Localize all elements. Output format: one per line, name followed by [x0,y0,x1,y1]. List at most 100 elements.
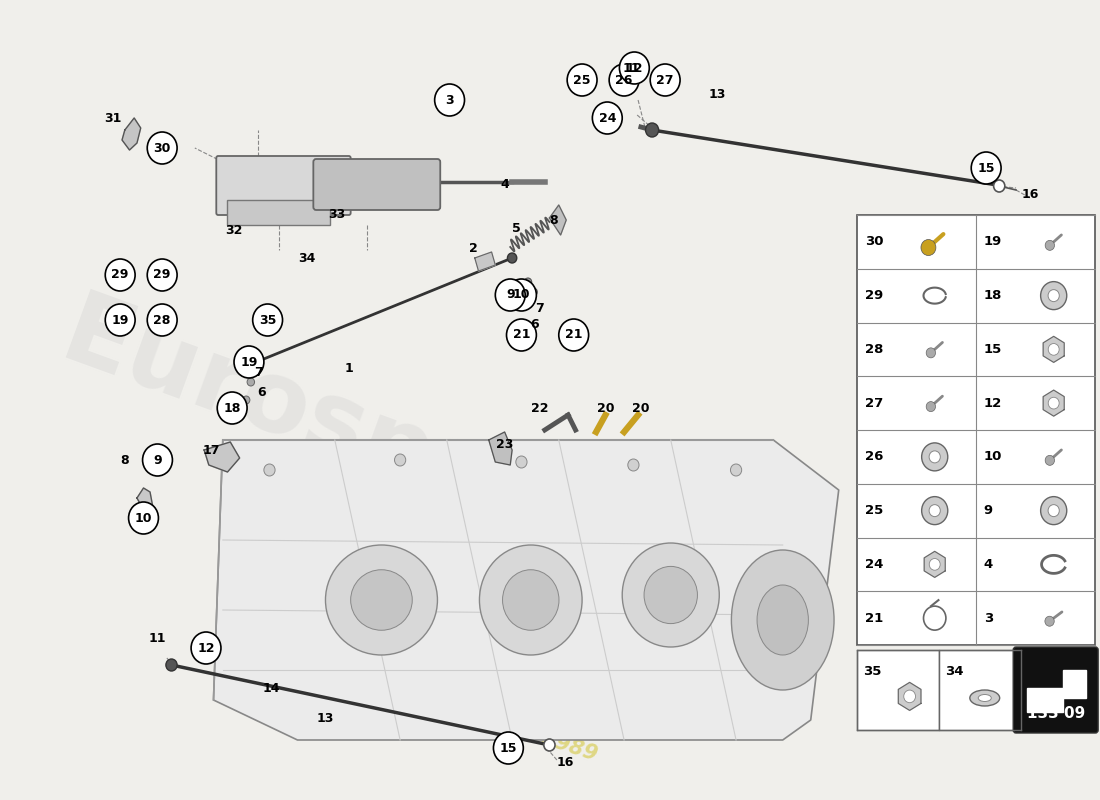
Text: 28: 28 [865,343,883,356]
Text: 26: 26 [615,74,632,86]
Text: 3: 3 [983,612,993,625]
Text: 11: 11 [623,62,640,74]
Text: 12: 12 [626,62,644,74]
Text: 26: 26 [865,450,883,463]
Text: 2: 2 [469,242,477,254]
Circle shape [904,690,915,702]
Text: 17: 17 [202,443,220,457]
Circle shape [106,259,135,291]
Polygon shape [213,440,838,740]
Text: 9: 9 [153,454,162,466]
Ellipse shape [326,545,438,655]
Circle shape [143,444,173,476]
Circle shape [646,123,659,137]
Text: 16: 16 [557,755,574,769]
Bar [857,215,1096,645]
Circle shape [993,180,1004,192]
Text: 133 09: 133 09 [1026,706,1085,722]
Ellipse shape [623,543,719,647]
Ellipse shape [480,545,582,655]
Text: 6: 6 [530,318,539,331]
Text: 14: 14 [263,682,280,694]
Circle shape [242,396,250,404]
Circle shape [1045,240,1055,250]
Circle shape [507,253,517,263]
Circle shape [1048,290,1059,302]
Polygon shape [488,432,513,465]
Circle shape [244,360,254,370]
Circle shape [926,402,935,411]
Circle shape [650,64,680,96]
Text: 7: 7 [254,366,263,379]
Circle shape [217,392,248,424]
Circle shape [106,304,135,336]
Text: 15: 15 [499,742,517,754]
Circle shape [530,288,537,296]
Circle shape [568,64,597,96]
Text: 29: 29 [154,269,170,282]
FancyBboxPatch shape [1013,647,1098,733]
Circle shape [730,464,741,476]
Text: 30: 30 [154,142,170,154]
Circle shape [930,451,940,463]
FancyBboxPatch shape [217,156,351,215]
Text: 10: 10 [513,289,530,302]
Circle shape [1048,343,1059,355]
Text: 4: 4 [983,558,993,571]
Text: 9: 9 [506,289,515,302]
Text: 12: 12 [983,397,1002,410]
Circle shape [264,464,275,476]
Circle shape [395,454,406,466]
Text: 25: 25 [573,74,591,86]
Text: 31: 31 [104,111,121,125]
Text: 4: 4 [500,178,509,191]
Text: 32: 32 [226,223,243,237]
Text: 18: 18 [983,289,1002,302]
Text: 13: 13 [708,89,726,102]
Circle shape [525,278,531,286]
Text: 29: 29 [865,289,883,302]
Text: 10: 10 [983,450,1002,463]
Text: Eurospares: Eurospares [50,286,676,594]
Text: 35: 35 [864,665,881,678]
Circle shape [922,497,948,525]
Text: a passion for parts since 1989: a passion for parts since 1989 [256,636,600,764]
Circle shape [166,659,177,671]
Text: 27: 27 [865,397,883,410]
Text: 1: 1 [344,362,353,374]
Polygon shape [475,252,495,271]
Circle shape [147,259,177,291]
Text: 8: 8 [549,214,558,226]
Circle shape [1041,282,1067,310]
Polygon shape [122,118,141,150]
Text: 21: 21 [513,329,530,342]
Text: 33: 33 [328,209,345,222]
Polygon shape [1027,670,1086,712]
Text: 25: 25 [865,504,883,517]
Bar [228,200,330,225]
Circle shape [1045,455,1055,466]
Text: 3: 3 [446,94,454,106]
Circle shape [234,346,264,378]
Text: 7: 7 [535,302,543,314]
Circle shape [609,64,639,96]
Circle shape [147,132,177,164]
Ellipse shape [503,570,559,630]
Circle shape [559,319,588,351]
Text: 21: 21 [565,329,582,342]
Text: 15: 15 [983,343,1002,356]
Circle shape [191,632,221,664]
Ellipse shape [351,570,412,630]
Text: 24: 24 [865,558,883,571]
Text: 5: 5 [513,222,521,234]
Text: 34: 34 [945,665,964,678]
Text: 20: 20 [596,402,614,414]
Ellipse shape [978,694,991,702]
Text: 9: 9 [983,504,993,517]
Circle shape [924,606,946,630]
Text: 15: 15 [978,162,994,174]
Circle shape [248,378,254,386]
FancyBboxPatch shape [314,159,440,210]
Ellipse shape [732,550,834,690]
Text: 28: 28 [154,314,170,326]
